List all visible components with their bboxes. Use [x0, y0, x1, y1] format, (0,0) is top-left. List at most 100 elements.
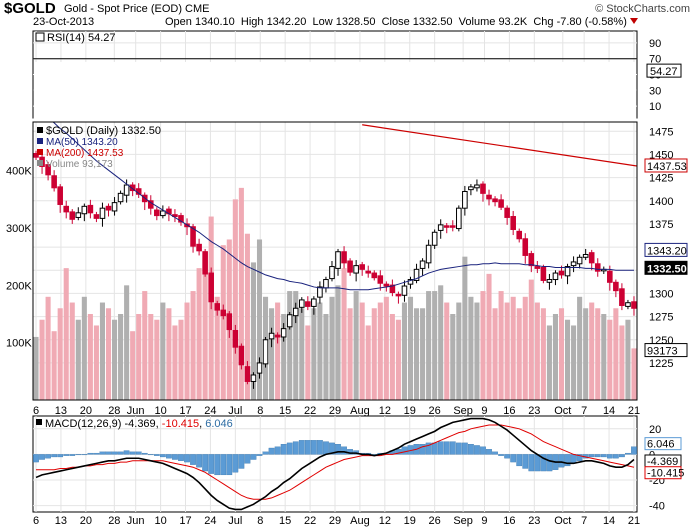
- xtick-label: 14: [603, 515, 615, 527]
- volume-bar: [474, 302, 480, 400]
- candle-body: [498, 199, 504, 208]
- candle-body: [244, 366, 251, 382]
- volume-bar: [347, 308, 353, 400]
- macd-histogram-bar: [93, 452, 100, 455]
- ma50-last-box: [644, 242, 688, 257]
- macd-histogram-bar: [576, 454, 583, 461]
- volume-bar: [516, 308, 522, 400]
- candle-body: [196, 243, 202, 252]
- macd-legend-part: 6.046: [205, 418, 233, 430]
- candle-body: [99, 207, 106, 219]
- candle-body: [534, 266, 541, 269]
- candle-body: [208, 272, 214, 303]
- xtick-label: 15: [279, 405, 291, 417]
- candle-body: [232, 330, 239, 348]
- volume-bar: [136, 314, 142, 400]
- volume-tick-label: 100K: [6, 338, 32, 350]
- volume-bar: [281, 314, 287, 400]
- candle-body: [226, 313, 233, 331]
- macd-histogram-bar: [546, 454, 553, 472]
- candle-body: [220, 309, 227, 317]
- volume-bar: [160, 302, 166, 400]
- macd-histogram-bar: [190, 454, 196, 465]
- candle-body: [576, 256, 583, 265]
- macd-line: [35, 417, 635, 511]
- volume-bar: [571, 325, 577, 400]
- rsi-legend-label: RSI(14) 54.27: [47, 32, 115, 44]
- price-legend-label: MA(200) 1437.53: [46, 148, 124, 159]
- candle-body: [335, 251, 341, 269]
- macd-histogram-bar: [280, 444, 287, 455]
- macd-histogram-bar: [437, 441, 444, 455]
- candle-body: [292, 307, 299, 317]
- volume-bar: [105, 308, 112, 400]
- high-label: High: [240, 16, 264, 28]
- macd-histogram-bar: [147, 454, 154, 456]
- volume-bar: [607, 319, 613, 400]
- macd-histogram-bar: [135, 451, 142, 455]
- macd-histogram-bar: [564, 454, 571, 467]
- xtick-label: Oct: [554, 405, 571, 417]
- price-legend-label: MA(50) 1343.20: [46, 137, 118, 148]
- candle-body: [504, 207, 510, 218]
- volume-last-value: 93173: [647, 346, 678, 358]
- volume-bar: [401, 302, 407, 400]
- macd-histogram-bar: [33, 454, 39, 463]
- candle-body: [480, 183, 486, 194]
- candle-body: [437, 224, 444, 231]
- low-value: 1328.50: [335, 16, 376, 28]
- price-tick-label: 1300: [649, 288, 673, 300]
- candle-body: [190, 226, 196, 247]
- xtick-label: 29: [329, 405, 341, 417]
- volume-bar: [420, 308, 426, 400]
- macd-histogram-bar: [570, 454, 577, 464]
- xtick-label: 24: [204, 405, 216, 417]
- macd-histogram-bar: [461, 442, 468, 455]
- xtick-label: Oct: [554, 515, 571, 527]
- xtick-label: 28: [108, 405, 120, 417]
- macd-histogram-bar: [141, 452, 148, 455]
- xtick-label: Sep: [453, 515, 473, 527]
- candle-body: [619, 288, 625, 306]
- volume-bar: [414, 308, 420, 400]
- xtick-label: 12: [379, 405, 391, 417]
- rsi-tick-label: 70: [649, 54, 661, 66]
- macd-last-value: -4.369: [647, 456, 678, 468]
- rsi-last-box: [646, 63, 682, 78]
- candle-body: [238, 345, 245, 366]
- price-tick-label: 1275: [649, 312, 673, 324]
- xtick-label: 23: [528, 405, 540, 417]
- xtick-label: 14: [603, 405, 615, 417]
- candle-body: [262, 339, 269, 365]
- macd-histogram-bar: [335, 444, 341, 455]
- xtick-label: 9: [481, 515, 487, 527]
- price-legend-swatch: [37, 160, 43, 166]
- macd-histogram-bar: [262, 451, 269, 455]
- macd-histogram-bar: [612, 454, 619, 459]
- candle-body: [468, 186, 474, 191]
- volume-bar: [341, 268, 347, 400]
- candle-body: [33, 153, 39, 158]
- volume-bar: [142, 291, 148, 400]
- volume-bar: [244, 233, 250, 400]
- volume-tick-label: 300K: [6, 223, 32, 235]
- chg-label: Chg: [533, 16, 554, 28]
- candle-body: [625, 302, 631, 307]
- macd-histogram-bar: [123, 450, 130, 455]
- ma200-line: [362, 124, 638, 167]
- volume-bar: [589, 302, 595, 400]
- xtick-label: 16: [503, 405, 515, 417]
- xtick-label: 19: [404, 515, 416, 527]
- xtick-label: 7: [581, 515, 587, 527]
- price-tick-label: 1450: [649, 149, 673, 161]
- ma50-last-value: 1343.20: [647, 245, 687, 257]
- volume-bar: [275, 302, 281, 400]
- volume-bar: [383, 296, 389, 400]
- price-legend-swatch: [37, 149, 43, 155]
- macd-legend-part: -4.369: [121, 418, 155, 430]
- macd-histogram-bar: [172, 454, 178, 460]
- macd-histogram-bar: [480, 446, 486, 455]
- volume-bar: [172, 325, 178, 400]
- xtick-label: 22: [304, 515, 316, 527]
- macd-histogram-bar: [504, 454, 511, 459]
